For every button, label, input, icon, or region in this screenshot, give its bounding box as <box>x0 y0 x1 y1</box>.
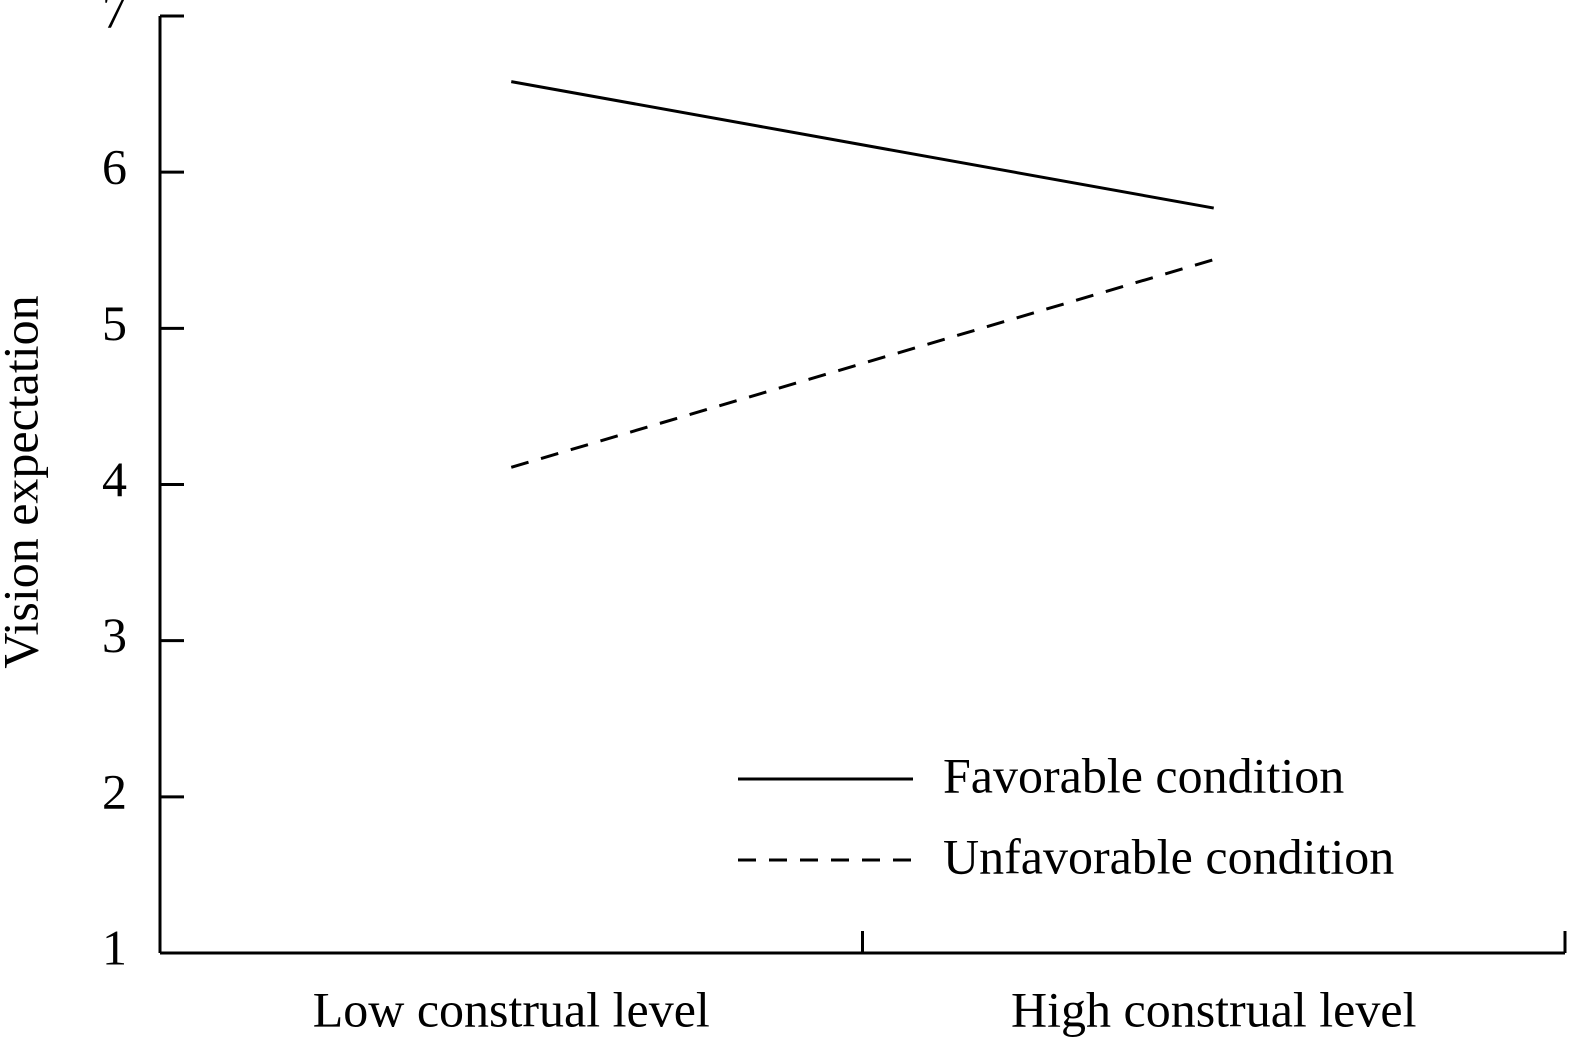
y-tick-label: 7 <box>102 0 127 38</box>
y-axis-label: Vision expectation <box>0 295 48 668</box>
y-tick-label: 6 <box>102 139 127 195</box>
x-tick-label: High construal level <box>1011 981 1416 1037</box>
y-tick-label: 4 <box>102 451 127 507</box>
line-series <box>510 258 1215 469</box>
y-tick-label: 2 <box>102 763 127 819</box>
line-series <box>510 80 1215 210</box>
y-tick-label: 1 <box>102 919 127 975</box>
y-tick-label: 5 <box>102 295 127 351</box>
legend-label: Favorable condition <box>943 747 1344 803</box>
x-tick-label: Low construal level <box>313 981 710 1037</box>
y-tick-label: 3 <box>102 607 127 663</box>
legend-label: Unfavorable condition <box>943 828 1394 884</box>
